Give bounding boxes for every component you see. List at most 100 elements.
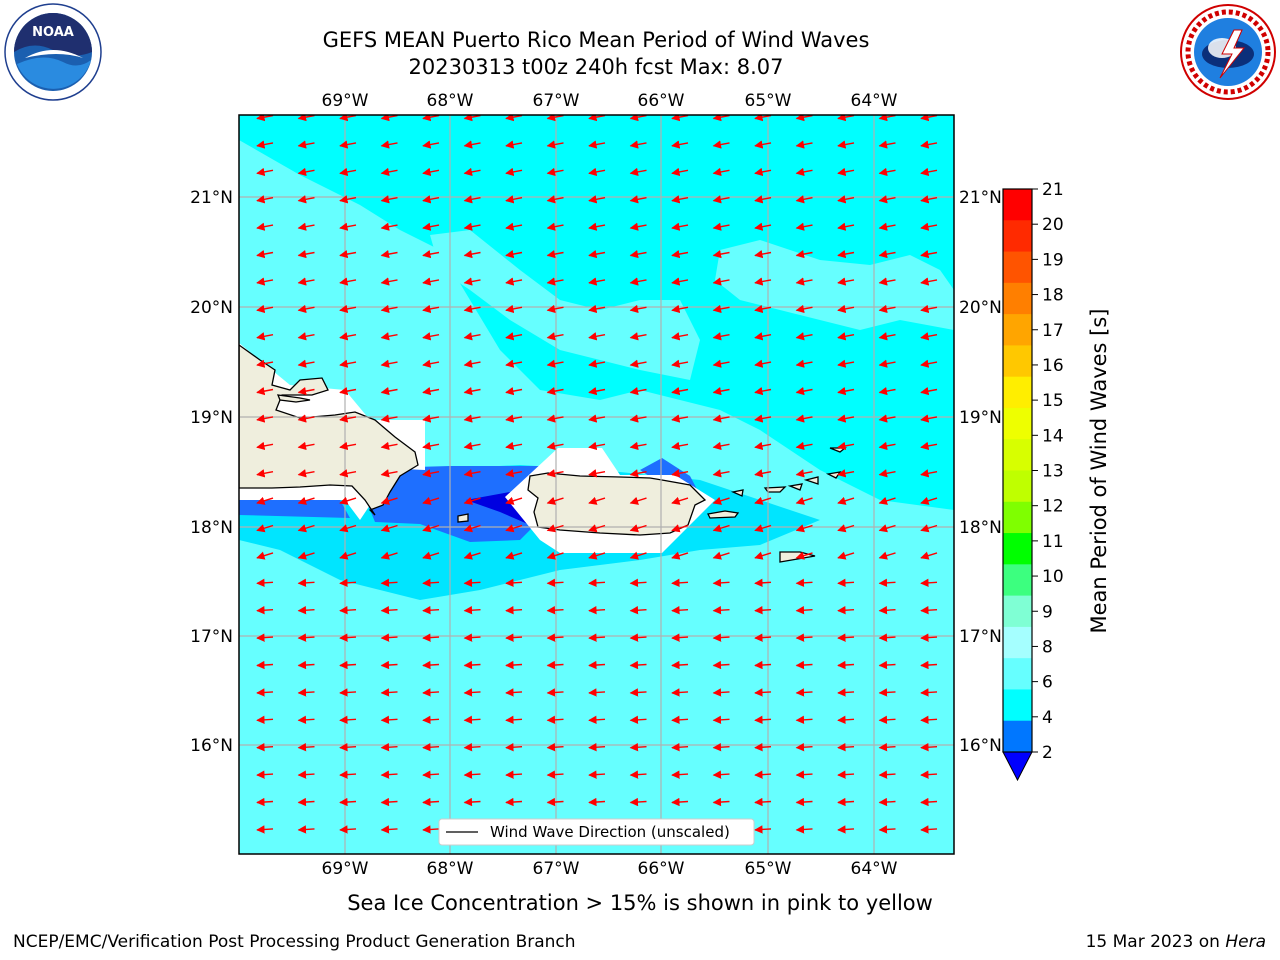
wind-wave-arrow bbox=[795, 222, 813, 231]
wind-wave-arrow bbox=[878, 660, 896, 670]
wind-wave-arrow bbox=[712, 441, 730, 451]
wind-wave-arrow bbox=[422, 140, 440, 149]
wind-wave-arrow bbox=[339, 167, 357, 177]
wind-wave-arrow bbox=[629, 304, 647, 314]
wind-wave-arrow bbox=[505, 441, 523, 451]
wind-wave-arrow bbox=[588, 770, 606, 779]
wind-wave-arrow bbox=[339, 633, 357, 642]
colorbar-tick-label: 19 bbox=[1042, 250, 1064, 270]
wind-wave-arrow bbox=[837, 249, 855, 259]
land-puerto-rico bbox=[527, 472, 707, 536]
wind-wave-arrow bbox=[795, 469, 813, 478]
lat-label-right: 16°N bbox=[959, 736, 1002, 756]
wind-wave-arrow bbox=[505, 633, 523, 642]
wind-wave-arrow bbox=[339, 688, 357, 697]
wind-wave-arrow bbox=[546, 715, 564, 725]
wind-wave-arrow bbox=[380, 797, 398, 807]
wind-wave-arrow bbox=[463, 359, 481, 368]
colorbar-tick-label: 15 bbox=[1042, 391, 1064, 411]
wind-wave-arrow bbox=[671, 743, 689, 752]
wind-wave-arrow bbox=[629, 441, 647, 451]
lon-label-top: 65°W bbox=[745, 91, 792, 111]
wind-wave-arrow bbox=[588, 633, 606, 642]
wind-wave-arrow bbox=[463, 578, 481, 588]
colorbar-segment bbox=[1003, 189, 1032, 221]
wind-wave-arrow bbox=[629, 359, 647, 368]
wind-wave-arrow bbox=[256, 797, 274, 807]
wind-wave-arrow bbox=[671, 167, 689, 177]
wind-wave-arrow bbox=[795, 441, 813, 451]
wind-wave-arrow bbox=[505, 167, 523, 177]
wind-wave-arrow bbox=[256, 469, 274, 478]
wind-wave-arrow bbox=[546, 167, 564, 177]
wind-wave-arrow bbox=[795, 140, 813, 149]
colorbar-segment bbox=[1003, 720, 1032, 753]
wind-wave-arrow bbox=[380, 606, 398, 615]
wind-wave-arrow bbox=[546, 633, 564, 642]
wind-wave-arrow bbox=[754, 304, 772, 314]
wind-wave-arrow bbox=[878, 496, 896, 505]
wind-wave-arrow bbox=[878, 249, 896, 259]
wind-wave-arrow bbox=[297, 524, 315, 533]
wind-wave-arrow bbox=[878, 414, 896, 423]
lon-label-bottom: 64°W bbox=[851, 859, 898, 879]
wind-wave-arrow bbox=[588, 249, 606, 259]
wind-wave-arrow bbox=[795, 359, 813, 368]
wind-wave-arrow bbox=[837, 633, 855, 642]
colorbar-segment bbox=[1003, 564, 1032, 597]
wind-wave-arrow bbox=[712, 469, 730, 478]
wind-wave-arrow bbox=[256, 304, 274, 314]
wind-wave-arrow bbox=[588, 386, 606, 396]
wind-wave-arrow bbox=[754, 167, 772, 177]
wind-wave-arrow bbox=[546, 551, 564, 560]
wind-wave-arrow bbox=[712, 386, 730, 396]
wind-wave-arrow bbox=[671, 496, 689, 505]
wind-wave-arrow bbox=[712, 249, 730, 259]
wind-wave-arrow bbox=[837, 688, 855, 697]
wind-wave-arrows bbox=[256, 115, 938, 834]
wind-wave-arrow bbox=[256, 660, 274, 670]
wind-wave-arrow bbox=[256, 249, 274, 259]
wind-wave-arrow bbox=[380, 688, 398, 697]
wind-wave-arrow bbox=[837, 441, 855, 451]
wind-wave-arrow bbox=[546, 441, 564, 451]
wind-wave-arrow bbox=[754, 715, 772, 725]
wind-wave-arrow bbox=[505, 249, 523, 259]
wind-wave-arrow bbox=[588, 660, 606, 670]
wind-wave-arrow bbox=[505, 140, 523, 149]
map-frame bbox=[238, 114, 955, 855]
wind-wave-arrow bbox=[795, 715, 813, 725]
wind-wave-arrow bbox=[754, 660, 772, 670]
wind-wave-arrow bbox=[837, 551, 855, 560]
wind-wave-arrow bbox=[422, 743, 440, 752]
lat-label-left: 21°N bbox=[190, 188, 233, 208]
wind-wave-arrow bbox=[256, 825, 274, 834]
colorbar-segment bbox=[1003, 533, 1032, 565]
wind-wave-arrow bbox=[380, 140, 398, 149]
wind-wave-arrow bbox=[754, 469, 772, 478]
wind-wave-arrow bbox=[422, 715, 440, 725]
wind-wave-arrow bbox=[837, 743, 855, 752]
wind-wave-arrow bbox=[380, 743, 398, 752]
wind-wave-arrow bbox=[339, 414, 357, 423]
wind-wave-arrow bbox=[339, 386, 357, 396]
wind-wave-arrow bbox=[712, 578, 730, 588]
footer-date-text: 15 Mar 2023 on bbox=[1085, 932, 1220, 952]
wind-wave-arrow bbox=[588, 359, 606, 368]
wind-wave-arrow bbox=[463, 222, 481, 231]
wind-wave-arrow bbox=[546, 606, 564, 615]
wind-wave-arrow bbox=[754, 140, 772, 149]
wind-wave-arrow bbox=[629, 524, 647, 533]
wind-wave-arrow bbox=[339, 606, 357, 615]
wind-wave-arrow bbox=[505, 578, 523, 588]
wind-wave-arrow bbox=[920, 688, 938, 697]
wind-wave-arrow bbox=[422, 332, 440, 341]
lon-label-bottom: 68°W bbox=[427, 859, 474, 879]
wind-wave-arrow bbox=[463, 277, 481, 286]
wind-wave-arrow bbox=[671, 524, 689, 533]
wind-wave-arrow bbox=[505, 606, 523, 615]
wind-wave-arrow bbox=[795, 770, 813, 779]
wind-wave-arrow bbox=[629, 167, 647, 177]
wind-wave-arrow bbox=[505, 743, 523, 752]
wind-wave-arrow bbox=[837, 304, 855, 314]
